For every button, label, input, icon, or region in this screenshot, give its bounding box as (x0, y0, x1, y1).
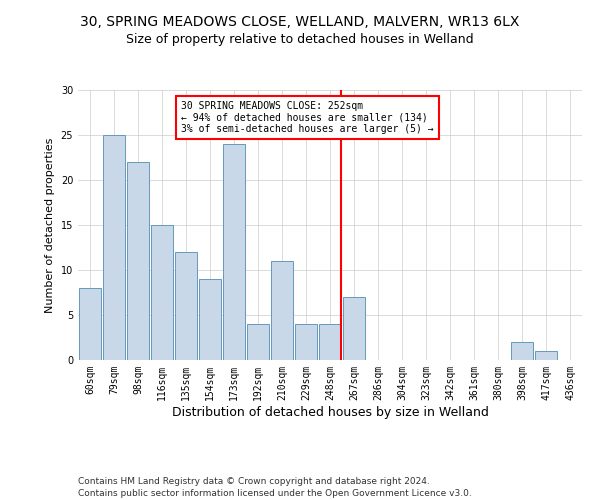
Bar (511, 342, 533, 360)
Bar (319, 324, 341, 360)
Text: Contains HM Land Registry data © Crown copyright and database right 2024.: Contains HM Land Registry data © Crown c… (78, 478, 430, 486)
Bar (535, 351, 557, 360)
X-axis label: Distribution of detached houses by size in Welland: Distribution of detached houses by size … (172, 406, 488, 418)
Bar (79, 288, 101, 360)
Bar (151, 225, 173, 360)
Bar (127, 162, 149, 360)
Bar (199, 279, 221, 360)
Bar (295, 324, 317, 360)
Text: 30, SPRING MEADOWS CLOSE, WELLAND, MALVERN, WR13 6LX: 30, SPRING MEADOWS CLOSE, WELLAND, MALVE… (80, 15, 520, 29)
Bar (223, 144, 245, 360)
Bar (271, 261, 293, 360)
Text: 30 SPRING MEADOWS CLOSE: 252sqm
← 94% of detached houses are smaller (134)
3% of: 30 SPRING MEADOWS CLOSE: 252sqm ← 94% of… (181, 101, 434, 134)
Bar (175, 252, 197, 360)
Y-axis label: Number of detached properties: Number of detached properties (45, 138, 55, 312)
Bar (103, 135, 125, 360)
Text: Size of property relative to detached houses in Welland: Size of property relative to detached ho… (126, 32, 474, 46)
Bar (343, 297, 365, 360)
Bar (247, 324, 269, 360)
Text: Contains public sector information licensed under the Open Government Licence v3: Contains public sector information licen… (78, 489, 472, 498)
